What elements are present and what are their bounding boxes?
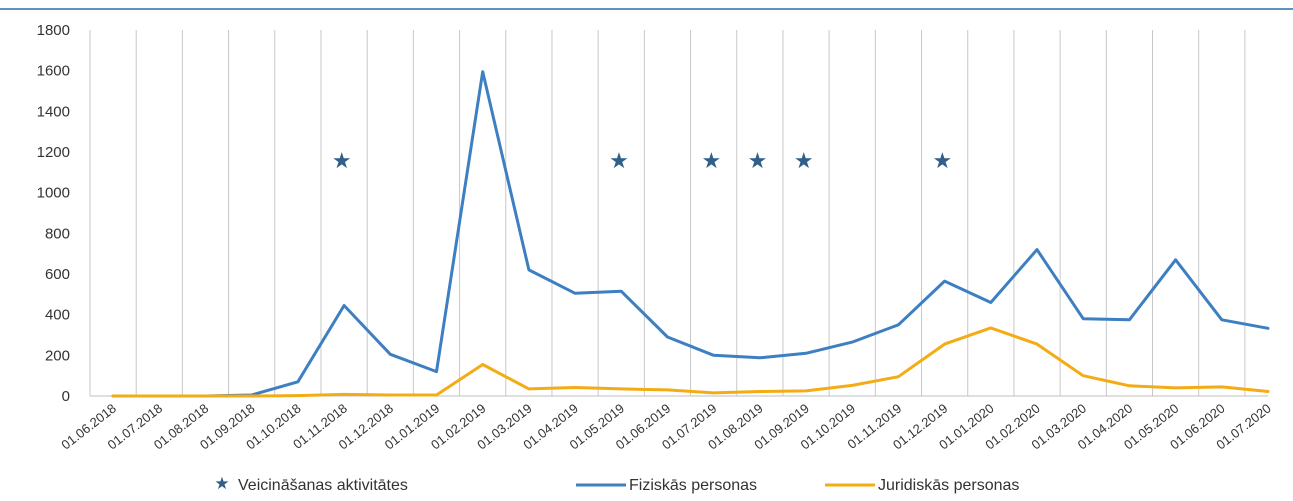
star-icon: ★ xyxy=(794,149,814,174)
y-tick-label: 1400 xyxy=(37,103,70,120)
legend-item-fiziskas-personas: Fiziskās personas xyxy=(576,477,757,494)
y-tick-label: 400 xyxy=(45,307,70,324)
promotion-markers: ★ ★ ★ ★ ★ ★ xyxy=(332,149,952,174)
y-axis-tick-labels: 0 200 400 600 800 1000 1200 1400 1600 1800 xyxy=(37,22,70,405)
y-tick-label: 800 xyxy=(45,225,70,242)
star-icon: ★ xyxy=(214,474,229,494)
y-tick-label: 0 xyxy=(62,388,70,405)
series-lines xyxy=(111,70,1270,398)
series-line-juridiskas-personas xyxy=(111,326,1270,398)
series-line-fiziskas-personas xyxy=(111,70,1270,398)
star-icon: ★ xyxy=(748,149,768,174)
y-tick-label: 1800 xyxy=(37,22,70,39)
legend-label: Veicināšanas aktivitātes xyxy=(238,477,408,494)
y-tick-label: 200 xyxy=(45,347,70,364)
x-axis-tick-labels: 01.06.201801.07.201801.08.201801.09.2018… xyxy=(58,401,1273,453)
y-tick-label: 1200 xyxy=(37,144,70,161)
legend-item-promotion: ★ Veicināšanas aktivitātes xyxy=(214,474,408,494)
legend-item-juridiskas-personas: Juridiskās personas xyxy=(825,477,1019,494)
star-icon: ★ xyxy=(332,149,352,174)
star-icon: ★ xyxy=(932,149,952,174)
star-icon: ★ xyxy=(701,149,721,174)
legend-label: Fiziskās personas xyxy=(629,477,757,494)
y-tick-label: 600 xyxy=(45,266,70,283)
star-icon: ★ xyxy=(609,149,629,174)
y-tick-label: 1000 xyxy=(37,185,70,202)
legend: ★ Veicināšanas aktivitātes Fiziskās person… xyxy=(214,474,1019,494)
legend-label: Juridiskās personas xyxy=(878,477,1019,494)
y-tick-label: 1600 xyxy=(37,63,70,80)
